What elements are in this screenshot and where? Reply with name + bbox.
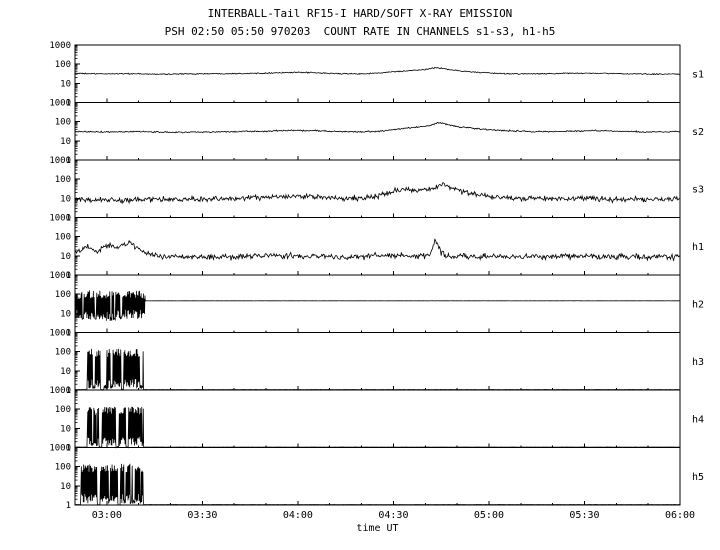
y-tick-label: 1: [66, 329, 71, 339]
y-tick-label: 1: [66, 271, 71, 281]
y-tick-label: 100: [55, 463, 71, 473]
x-tick-label: 03:00: [92, 510, 122, 521]
y-tick-label: 1000: [49, 41, 71, 51]
series-s1: [74, 67, 681, 76]
x-tick-label: 03:30: [187, 510, 217, 521]
y-tick-label: 10: [60, 482, 71, 492]
x-tick-label: 04:00: [283, 510, 313, 521]
x-tick-label: 05:00: [474, 510, 504, 521]
y-tick-label: 10: [60, 424, 71, 434]
x-tick-label: 05:30: [569, 510, 599, 521]
series-h1: [74, 238, 681, 262]
y-tick-label: 1: [66, 501, 71, 511]
y-tick-label: 100: [55, 290, 71, 300]
x-tick-label: 04:30: [378, 510, 408, 521]
panel-frame-h1: [74, 217, 681, 276]
x-axis-title: time UT: [356, 523, 399, 534]
y-tick-label: 1000: [49, 271, 71, 281]
series-h2: [74, 290, 680, 322]
panel-frame-h2: [74, 274, 681, 333]
y-tick-label: 100: [55, 405, 71, 415]
panel-label-h5: h5: [692, 472, 704, 483]
panel-frame-h3: [74, 332, 681, 391]
chart-subtitle: PSH 02:50 05:50 970203 COUNT RATE IN CHA…: [164, 25, 556, 38]
y-tick-label: 1000: [49, 444, 71, 454]
panel-frame-s1: [74, 44, 681, 103]
y-tick-label: 1: [66, 386, 71, 396]
series-h3: [74, 348, 680, 391]
series-h5: [75, 463, 680, 506]
chart-title: INTERBALL-Tail RF15-I HARD/SOFT X-RAY EM…: [207, 7, 513, 20]
y-tick-label: 10: [60, 137, 71, 147]
y-tick-label: 10: [60, 194, 71, 204]
panel-label-h3: h3: [692, 357, 704, 368]
panel-label-h2: h2: [692, 299, 704, 310]
y-tick-label: 1000: [49, 329, 71, 339]
y-tick-label: 100: [55, 118, 71, 128]
y-tick-label: 100: [55, 60, 71, 70]
y-tick-label: 100: [55, 348, 71, 358]
y-tick-label: 1: [66, 214, 71, 224]
y-tick-label: 1000: [49, 156, 71, 166]
y-tick-label: 100: [55, 233, 71, 243]
panel-label-h1: h1: [692, 242, 704, 253]
y-tick-label: 1: [66, 99, 71, 109]
y-tick-label: 100: [55, 175, 71, 185]
panel-label-s1: s1: [692, 69, 704, 80]
y-tick-label: 1000: [49, 386, 71, 396]
series-h4: [74, 406, 680, 449]
y-tick-label: 10: [60, 252, 71, 262]
y-tick-label: 1000: [49, 214, 71, 224]
panel-label-s3: s3: [692, 184, 704, 195]
y-tick-label: 1: [66, 156, 71, 166]
x-tick-label: 06:00: [665, 510, 695, 521]
panel-label-s2: s2: [692, 127, 704, 138]
panel-label-h4: h4: [692, 414, 704, 425]
y-tick-label: 1000: [49, 99, 71, 109]
y-tick-label: 10: [60, 79, 71, 89]
panel-frame-s3: [74, 159, 681, 218]
series-s3: [74, 182, 681, 205]
panel-frame-h5: [74, 447, 681, 506]
series-s2: [74, 121, 681, 134]
y-tick-label: 10: [60, 367, 71, 377]
y-tick-label: 10: [60, 309, 71, 319]
panel-frame-h4: [74, 389, 681, 448]
y-tick-label: 1: [66, 444, 71, 454]
